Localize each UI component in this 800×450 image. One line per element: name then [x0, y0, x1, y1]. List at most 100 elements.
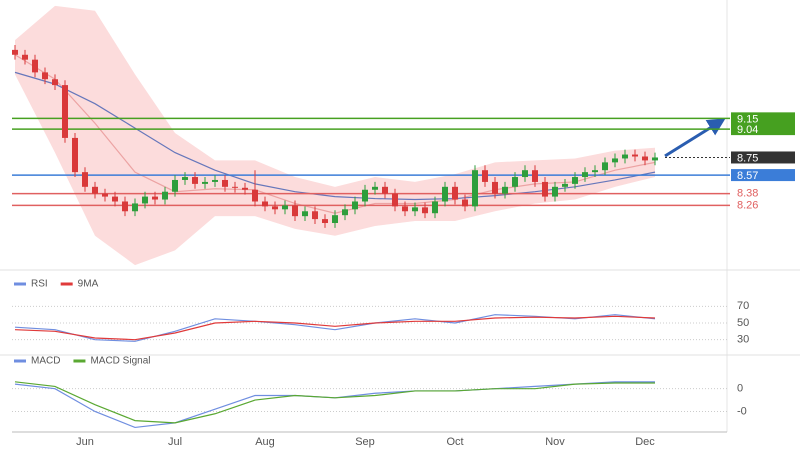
- candle-body: [62, 85, 68, 138]
- candle-body: [82, 172, 88, 187]
- candle-body: [182, 177, 188, 180]
- x-tick-label: Sep: [355, 436, 375, 448]
- candle-body: [392, 193, 398, 207]
- level-label-box: [731, 169, 795, 182]
- candle-body: [522, 170, 528, 178]
- legend-label: MACD: [31, 356, 60, 367]
- candle-body: [502, 186, 508, 194]
- x-tick-label: Dec: [635, 436, 655, 448]
- candle-body: [272, 206, 278, 210]
- level-label: 8.57: [737, 170, 758, 182]
- x-tick-label: Aug: [255, 436, 275, 448]
- candle-body: [492, 181, 498, 194]
- level-label-box: [731, 112, 795, 125]
- candle-body: [362, 189, 368, 202]
- candle-body: [242, 187, 248, 190]
- candle-body: [302, 211, 308, 217]
- y-tick-label: -0: [737, 405, 747, 417]
- x-tick-label: Jul: [168, 436, 182, 448]
- candle-body: [402, 206, 408, 212]
- candle-body: [112, 196, 118, 202]
- candle-body: [12, 49, 18, 55]
- y-tick-label: 70: [737, 300, 749, 312]
- level-label: 8.26: [737, 199, 758, 211]
- candle-body: [542, 181, 548, 197]
- legend-label: 9MA: [78, 279, 99, 290]
- candle-body: [92, 186, 98, 194]
- candle-body: [222, 179, 228, 187]
- level-label: 9.15: [737, 113, 758, 125]
- candle-body: [102, 193, 108, 197]
- bollinger-band: [15, 5, 655, 266]
- candle-body: [372, 186, 378, 190]
- y-tick-label: 0: [737, 383, 743, 395]
- candle-body: [172, 179, 178, 192]
- candle-body: [52, 79, 58, 86]
- legend-label: MACD Signal: [90, 356, 150, 367]
- candle-body: [262, 201, 268, 207]
- level-label: 9.04: [737, 124, 758, 136]
- candle-body: [322, 219, 328, 224]
- candle-body: [472, 170, 478, 207]
- candle-body: [652, 157, 658, 161]
- y-tick-label: 50: [737, 317, 749, 329]
- candle-body: [132, 203, 138, 212]
- candle-body: [352, 201, 358, 210]
- candle-body: [152, 196, 158, 200]
- level-label: 8.38: [737, 188, 758, 200]
- candle-body: [202, 181, 208, 184]
- x-tick-label: Jun: [76, 436, 94, 448]
- candle-body: [592, 170, 598, 173]
- candle-body: [332, 215, 338, 224]
- indicator-line: [14, 315, 656, 341]
- candle-body: [572, 177, 578, 184]
- candle-body: [22, 54, 28, 60]
- legend-swatch: [14, 282, 26, 286]
- candle-body: [282, 205, 288, 210]
- indicator-line: [14, 314, 656, 342]
- candle-body: [512, 177, 518, 187]
- forecast-arrow: [664, 118, 726, 158]
- candle-body: [632, 154, 638, 157]
- candle-body: [342, 209, 348, 216]
- x-tick-label: Oct: [446, 436, 463, 448]
- moving-average: [14, 71, 656, 201]
- legend-swatch: [14, 359, 26, 363]
- candle-body: [642, 156, 648, 161]
- candle-body: [212, 179, 218, 182]
- x-tick-label: Nov: [545, 436, 565, 448]
- legend-swatch: [60, 282, 73, 286]
- candle-body: [312, 211, 318, 220]
- candle-body: [142, 196, 148, 204]
- candle-body: [482, 170, 488, 182]
- candle-body: [612, 158, 618, 163]
- candle-body: [412, 207, 418, 212]
- candle-body: [292, 205, 298, 217]
- candle-body: [42, 72, 48, 80]
- candle-body: [382, 186, 388, 194]
- level-label: 8.75: [737, 152, 758, 164]
- candle-body: [602, 162, 608, 171]
- candle-body: [422, 207, 428, 214]
- candle-body: [622, 154, 628, 159]
- candle-body: [232, 186, 238, 188]
- candle-body: [252, 189, 258, 202]
- candle-body: [432, 201, 438, 214]
- legend-label: RSI: [31, 279, 48, 290]
- candle-body: [462, 199, 468, 207]
- candle-body: [32, 59, 38, 73]
- candle-body: [562, 183, 568, 187]
- candle-body: [452, 186, 458, 200]
- candle-body: [442, 186, 448, 202]
- candle-body: [72, 137, 78, 173]
- candle-body: [122, 201, 128, 212]
- candle-body: [582, 172, 588, 178]
- y-tick-label: 30: [737, 334, 749, 346]
- level-label-box: [731, 123, 795, 136]
- candle-body: [552, 186, 558, 197]
- indicator-line: [14, 381, 655, 424]
- level-label-box: [731, 151, 795, 164]
- candle-body: [192, 177, 198, 184]
- legend-swatch: [73, 359, 86, 363]
